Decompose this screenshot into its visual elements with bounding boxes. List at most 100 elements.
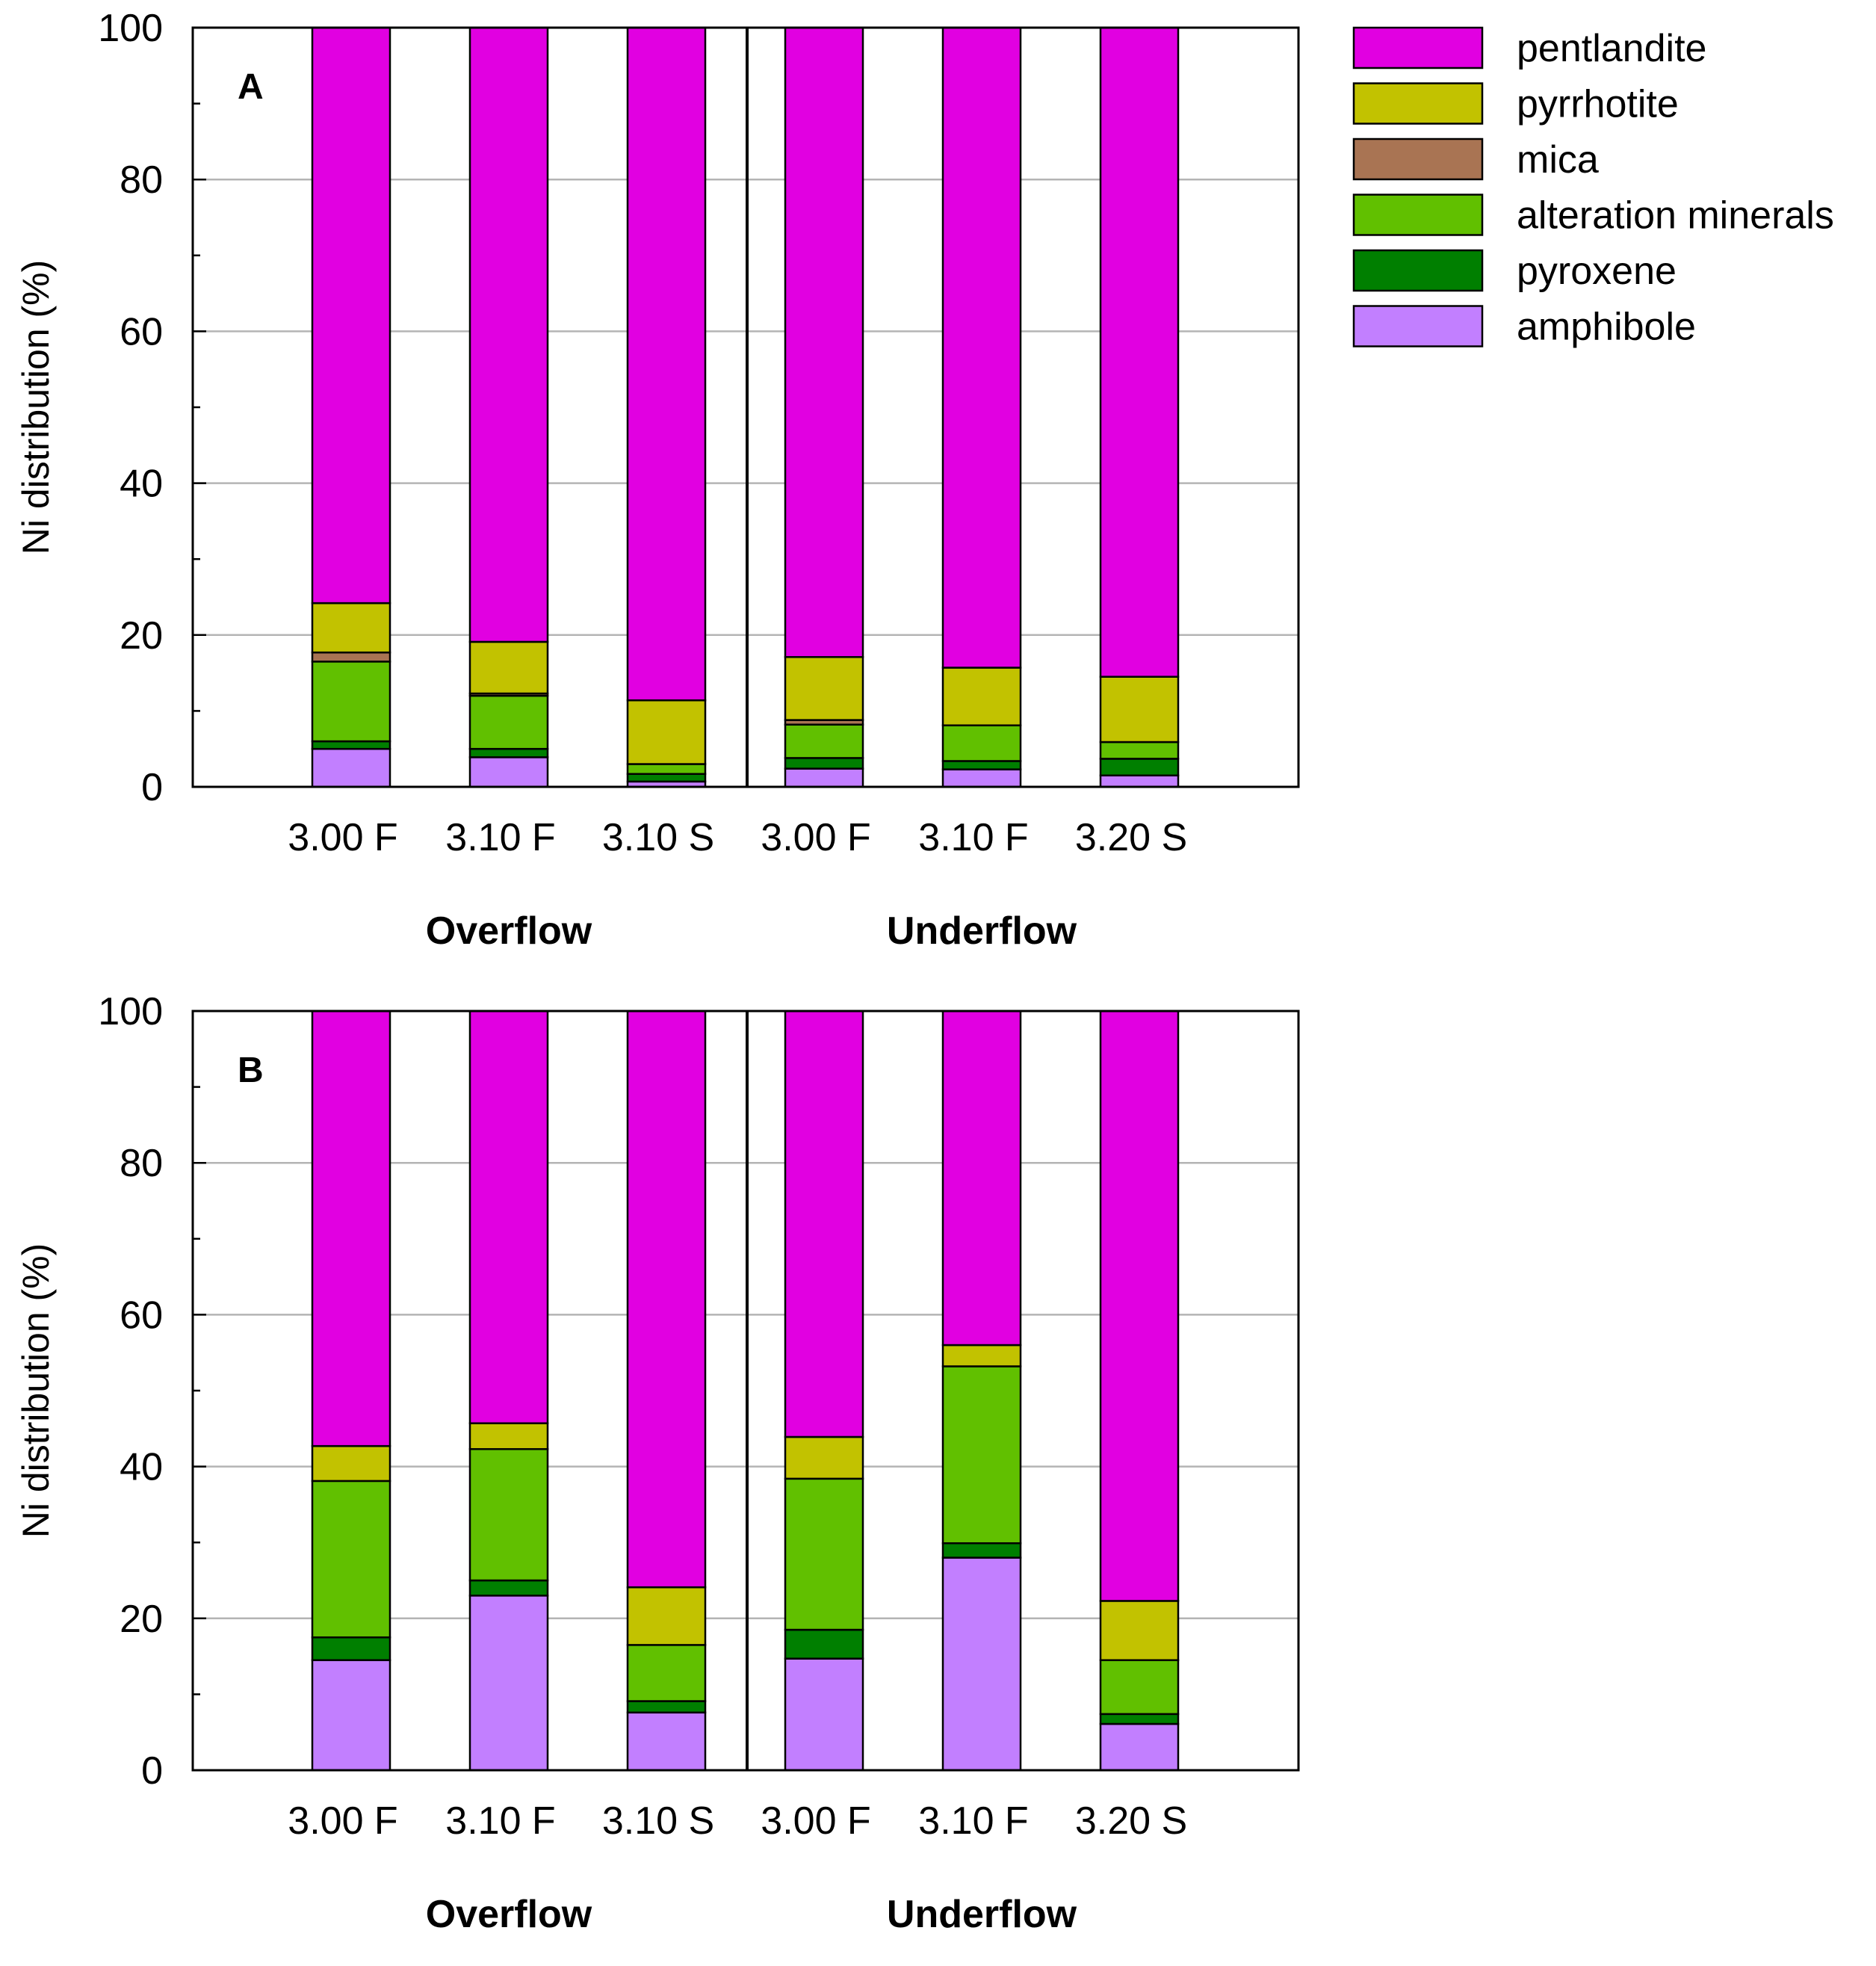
legend-swatch <box>1352 249 1484 292</box>
x-tick-label: 3.10 S <box>602 1799 714 1843</box>
bar-segment-pentlandite-4 <box>784 1010 864 1438</box>
bar-segment-alteration-minerals-4 <box>784 1477 864 1631</box>
y-tick-label: 0 <box>141 1749 163 1793</box>
bar-segment-pentlandite-6 <box>1099 1010 1180 1602</box>
bar-segment-amphibole-1 <box>311 747 391 788</box>
bar-segment-pentlandite-2 <box>468 26 549 643</box>
bar-segment-pyrrhotite-6 <box>1099 1600 1180 1661</box>
bar-segment-pentlandite-3 <box>626 1010 707 1589</box>
bar-segment-pentlandite-2 <box>468 1010 549 1424</box>
x-tick-label: 3.00 F <box>288 816 397 859</box>
legend-label: pyrrhotite <box>1517 83 1679 126</box>
bar-segment-mica-1 <box>311 651 391 663</box>
bar-segment-pyrrhotite-6 <box>1099 676 1180 744</box>
legend-swatch <box>1352 194 1484 236</box>
legend-item-amphibole: amphibole <box>1352 305 1696 349</box>
bar-segment-alteration-minerals-3 <box>626 763 707 775</box>
bar-segment-alteration-minerals-6 <box>1099 741 1180 760</box>
legend-label: mica <box>1517 138 1599 182</box>
bar-segment-pyroxene-6 <box>1099 758 1180 777</box>
bar-segment-amphibole-5 <box>941 1557 1022 1772</box>
y-tick-label: 20 <box>120 614 163 658</box>
bar-segment-pyrrhotite-5 <box>941 667 1022 726</box>
group-label-underflow: Underflow <box>887 1893 1077 1936</box>
legend-swatch <box>1352 26 1484 69</box>
legend-item-pentlandite: pentlandite <box>1352 26 1706 70</box>
legend-swatch <box>1352 82 1484 125</box>
bar-segment-amphibole-4 <box>784 1657 864 1772</box>
bar-segment-pyroxene-2 <box>468 747 549 758</box>
x-tick-label: 3.20 S <box>1075 816 1187 859</box>
y-tick-label: 60 <box>120 1293 163 1337</box>
bar-segment-amphibole-6 <box>1099 774 1180 788</box>
x-tick-label: 3.20 S <box>1075 1799 1187 1843</box>
bar-segment-pentlandite-6 <box>1099 26 1180 678</box>
bar-segment-pyroxene-2 <box>468 1579 549 1597</box>
bar-segment-pyrrhotite-2 <box>468 640 549 695</box>
bar-segment-pyrrhotite-5 <box>941 1344 1022 1367</box>
bar-segment-amphibole-2 <box>468 1595 549 1772</box>
y-tick-label: 100 <box>98 990 163 1033</box>
y-tick-label: 0 <box>141 766 163 809</box>
y-tick-label: 80 <box>120 1142 163 1185</box>
legend-label: pentlandite <box>1517 27 1706 70</box>
bar-segment-pyroxene-3 <box>626 773 707 783</box>
panel-label: A <box>238 67 264 107</box>
bar-segment-pyroxene-5 <box>941 760 1022 770</box>
bar-segment-alteration-minerals-6 <box>1099 1659 1180 1716</box>
x-tick-label: 3.00 F <box>288 1799 397 1843</box>
bar-segment-pentlandite-1 <box>311 26 391 605</box>
y-tick-label: 80 <box>120 158 163 202</box>
bar-segment-alteration-minerals-5 <box>941 724 1022 762</box>
x-tick-label: 3.10 F <box>445 1799 555 1843</box>
legend-item-alteration-minerals: alteration minerals <box>1352 194 1834 238</box>
bar-segment-amphibole-5 <box>941 768 1022 788</box>
x-tick-label: 3.00 F <box>761 1799 870 1843</box>
bar-segment-pyrrhotite-3 <box>626 1586 707 1646</box>
y-tick-label: 40 <box>120 1446 163 1489</box>
bar-segment-pyrrhotite-1 <box>311 1444 391 1483</box>
legend: pentlandite pyrrhotite mica alteration mine… <box>1352 26 1834 349</box>
x-tick-label: 3.00 F <box>761 816 870 859</box>
bar-segment-amphibole-6 <box>1099 1722 1180 1772</box>
legend-swatch <box>1352 305 1484 347</box>
bar-segment-pentlandite-1 <box>311 1010 391 1447</box>
bar-segment-alteration-minerals-1 <box>311 1480 391 1639</box>
bar-segment-amphibole-4 <box>784 767 864 788</box>
legend-swatch <box>1352 137 1484 181</box>
y-axis: 0 20 40 60 80 100 <box>98 990 206 1793</box>
x-tick-label: 3.10 F <box>918 1799 1028 1843</box>
y-axis: 0 20 40 60 80 100 <box>98 7 206 809</box>
legend-label: pyroxene <box>1517 250 1677 293</box>
bars <box>311 1010 1180 1772</box>
legend-label: alteration minerals <box>1517 194 1834 238</box>
legend-item-mica: mica <box>1352 137 1599 182</box>
legend-item-pyroxene: pyroxene <box>1352 249 1677 293</box>
bar-segment-pyroxene-3 <box>626 1700 707 1714</box>
group-label-overflow: Overflow <box>426 1893 592 1936</box>
bar-segment-pentlandite-5 <box>941 26 1022 669</box>
x-axis: 3.00 F 3.10 F 3.10 S 3.00 F 3.10 F 3.20 S <box>288 1799 1187 1843</box>
bar-segment-amphibole-2 <box>468 756 549 788</box>
bar-segment-pyrrhotite-4 <box>784 656 864 721</box>
x-tick-label: 3.10 F <box>445 816 555 859</box>
bar-segment-pyrrhotite-4 <box>784 1435 864 1480</box>
bar-segment-pyroxene-6 <box>1099 1713 1180 1725</box>
bars <box>311 26 1180 788</box>
y-tick-label: 100 <box>98 7 163 50</box>
bar-segment-alteration-minerals-2 <box>468 694 549 750</box>
panel-label: B <box>238 1051 264 1090</box>
y-tick-label: 40 <box>120 463 163 506</box>
legend-item-pyrrhotite: pyrrhotite <box>1352 82 1679 126</box>
group-label-underflow: Underflow <box>887 909 1077 953</box>
bar-segment-alteration-minerals-4 <box>784 723 864 759</box>
bar-segment-pentlandite-5 <box>941 1010 1022 1347</box>
bar-segment-alteration-minerals-1 <box>311 661 391 743</box>
y-axis-label: Ni distribution (%) <box>15 260 57 555</box>
bar-segment-alteration-minerals-3 <box>626 1644 707 1702</box>
chart-panel-b: 0 20 40 60 80 100 Ni distribution (%) 3.00 F 3.1… <box>15 990 1300 1936</box>
bar-segment-pyroxene-4 <box>784 1628 864 1660</box>
x-axis: 3.00 F 3.10 F 3.10 S 3.00 F 3.10 F 3.20 S <box>288 816 1187 859</box>
bar-segment-pyroxene-4 <box>784 757 864 770</box>
